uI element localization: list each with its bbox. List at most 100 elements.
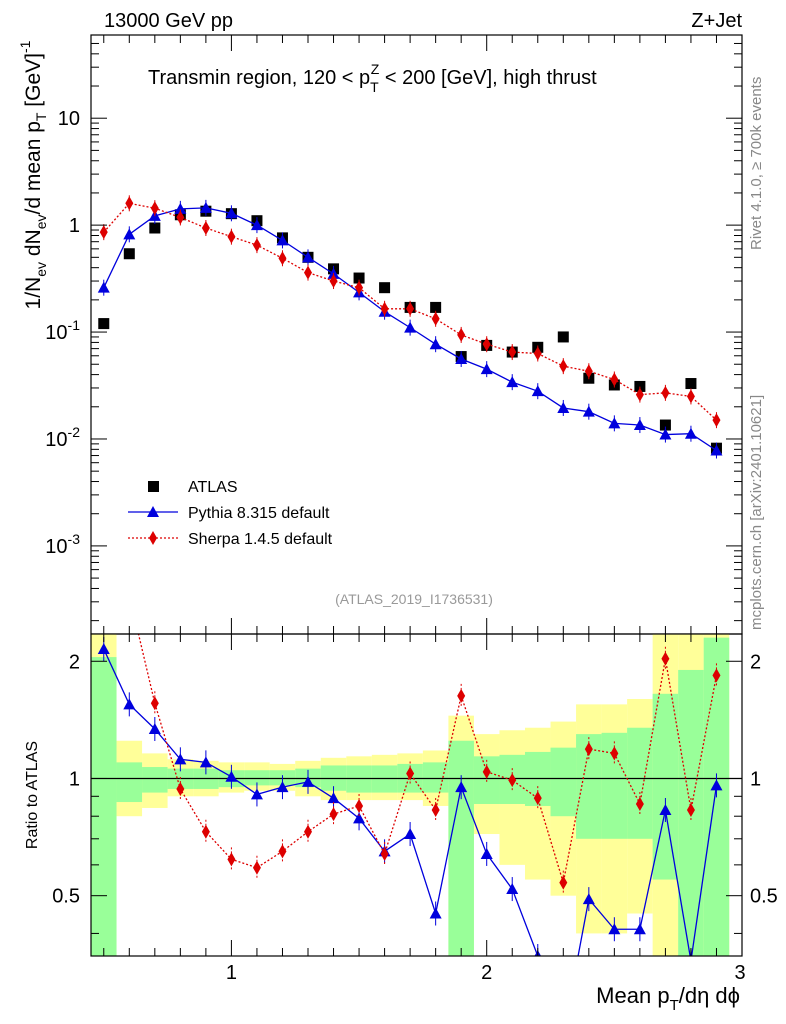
y-tick-label: 10-1 bbox=[45, 317, 80, 344]
y-tick-exponent: -2 bbox=[68, 424, 81, 440]
sherpa-ratio-point bbox=[355, 798, 364, 813]
sherpa-point bbox=[125, 196, 134, 211]
y-tick-label: 10-3 bbox=[45, 531, 80, 558]
pythia-ratio-point bbox=[480, 847, 493, 859]
ratio-stat-band bbox=[550, 747, 577, 817]
sherpa-point bbox=[227, 229, 236, 244]
sherpa-ratio-point bbox=[610, 746, 619, 761]
sherpa-ratio-point bbox=[380, 846, 389, 861]
sherpa-ratio-point bbox=[635, 796, 644, 811]
sherpa-ratio-point bbox=[406, 766, 415, 781]
pythia-point bbox=[633, 419, 646, 431]
atlas-point bbox=[557, 331, 569, 343]
mcplots-label: mcplots.cern.ch [arXiv:2401.10621] bbox=[748, 395, 765, 630]
sherpa-ratio-point bbox=[304, 824, 312, 839]
rivet-label: Rivet 4.1.0, ≥ 700k events bbox=[748, 77, 765, 250]
y-tick-label: 10 bbox=[58, 108, 80, 130]
pythia-point bbox=[276, 234, 289, 246]
atlas-point bbox=[634, 380, 646, 392]
legend-pythia-label: Pythia 8.315 default bbox=[188, 505, 330, 522]
sherpa-point bbox=[584, 364, 593, 379]
ratio-frame bbox=[90, 633, 743, 957]
sherpa-ratio-point bbox=[661, 651, 670, 666]
pythia-point bbox=[557, 401, 570, 413]
sherpa-ratio-point bbox=[252, 860, 261, 875]
sherpa-point bbox=[559, 359, 568, 374]
pythia-ratio-point bbox=[327, 792, 340, 804]
pythia-ratio-point bbox=[429, 907, 442, 919]
pythia-point bbox=[302, 251, 314, 263]
ratio-y-tick-label: 0.5 bbox=[52, 886, 80, 908]
pythia-ratio-point bbox=[302, 775, 314, 787]
sherpa-ratio-point bbox=[508, 773, 517, 788]
main-y-axis: 1 10 10-3 10-2 10-1 bbox=[45, 34, 742, 622]
watermark: (ATLAS_2019_I1736531) bbox=[335, 591, 493, 607]
atlas-point bbox=[98, 318, 110, 330]
sherpa-point bbox=[150, 201, 159, 216]
pythia-ratio-point bbox=[455, 781, 468, 793]
legend-atlas: ATLAS bbox=[148, 479, 238, 496]
pythia-point bbox=[250, 219, 263, 231]
sherpa-ratio-point bbox=[712, 668, 721, 683]
ratio-stat-band bbox=[142, 767, 168, 793]
sherpa-ratio-point bbox=[559, 875, 568, 890]
y-tick-exponent: -1 bbox=[68, 317, 81, 333]
sherpa-point bbox=[99, 225, 108, 240]
sherpa-ratio-point bbox=[176, 781, 185, 796]
ratio-x-label: Mean pT/dη dϕ bbox=[596, 983, 740, 1014]
legend-sherpa-marker bbox=[149, 531, 157, 545]
main-panel: 1 10 10-3 10-2 10-1 Transmin region, 120 < p… bbox=[17, 34, 743, 635]
pythia-point bbox=[531, 385, 544, 397]
y-tick-exponent: -3 bbox=[68, 531, 81, 547]
header-left: 13000 GeV pp bbox=[104, 10, 233, 32]
pythia-point bbox=[506, 376, 519, 388]
pythia-point bbox=[582, 405, 595, 417]
ratio-stat-band bbox=[91, 657, 117, 956]
legend-atlas-marker bbox=[148, 481, 159, 492]
ratio-y-label: Ratio to ATLAS bbox=[24, 741, 41, 849]
sherpa-point bbox=[508, 345, 517, 360]
pythia-ratio-point bbox=[608, 923, 621, 935]
pythia-ratio-point bbox=[276, 781, 289, 793]
ratio-x-tick-label: 3 bbox=[734, 962, 745, 984]
sherpa-ratio-point bbox=[457, 688, 466, 703]
ratio-y-tick-label-right: 2 bbox=[750, 651, 761, 673]
pythia-point bbox=[97, 281, 110, 293]
sherpa-point bbox=[431, 311, 440, 326]
ratio-x-tick-label: 2 bbox=[481, 962, 492, 984]
atlas-point bbox=[123, 248, 135, 260]
legend-pythia: Pythia 8.315 default bbox=[128, 505, 330, 522]
pythia-ratio-point bbox=[633, 923, 646, 935]
pythia-point bbox=[225, 207, 238, 219]
pythia-point bbox=[174, 202, 187, 214]
pythia-ratio-point bbox=[123, 698, 136, 710]
sherpa-point bbox=[278, 251, 287, 266]
pythia-point bbox=[659, 428, 672, 440]
sherpa-ratio-point bbox=[201, 824, 210, 839]
sherpa-point bbox=[355, 280, 364, 295]
atlas-point bbox=[659, 419, 671, 431]
sherpa-point bbox=[176, 210, 185, 225]
pythia-ratio-point bbox=[404, 828, 417, 840]
ratio-panel: 0.5 0.5 1 1 2 2 1 2 3 Ratio to ATLAS Mean pT/dη… bbox=[24, 633, 778, 1014]
pythia-point bbox=[123, 228, 136, 240]
pythia-ratio-point bbox=[659, 803, 672, 815]
ratio-stat-band bbox=[448, 740, 474, 956]
sherpa-point bbox=[457, 327, 466, 342]
atlas-point bbox=[430, 301, 442, 313]
pythia-point bbox=[608, 417, 621, 429]
sherpa-point bbox=[252, 238, 261, 253]
sherpa-point bbox=[610, 372, 619, 387]
sherpa-ratio-point bbox=[278, 844, 287, 859]
atlas-point bbox=[685, 378, 697, 390]
ratio-marks bbox=[97, 634, 723, 956]
sherpa-ratio-point bbox=[431, 802, 440, 817]
sherpa-point bbox=[304, 265, 312, 280]
ratio-stat-band bbox=[116, 762, 143, 803]
sherpa-point bbox=[686, 389, 695, 404]
atlas-point bbox=[353, 272, 365, 284]
sherpa-ratio-point bbox=[150, 696, 159, 711]
pythia-ratio-point bbox=[582, 893, 595, 905]
legend-pythia-marker bbox=[147, 506, 159, 517]
ratio-stat-band bbox=[627, 727, 653, 839]
